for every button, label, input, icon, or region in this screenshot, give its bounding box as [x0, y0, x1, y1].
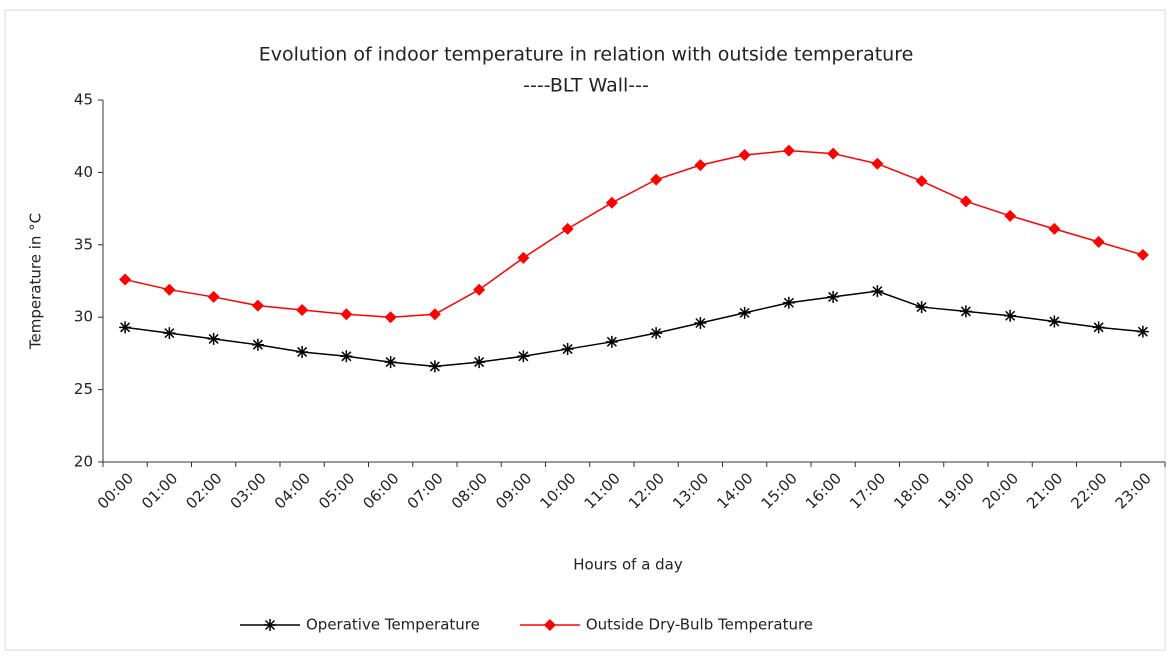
legend-label: Outside Dry-Bulb Temperature: [586, 616, 813, 634]
marker: [1004, 209, 1017, 222]
marker: [163, 283, 176, 296]
marker: [119, 273, 132, 286]
marker: [738, 149, 751, 162]
marker: [650, 173, 663, 186]
marker: [517, 350, 530, 363]
marker: [119, 321, 132, 334]
marker: [694, 316, 707, 329]
series-line: [124, 149, 1144, 318]
marker: [561, 222, 574, 235]
marker: [1048, 222, 1061, 235]
y-tick-label: 45: [74, 91, 93, 109]
marker: [428, 308, 441, 321]
marker: [738, 306, 751, 319]
marker: [340, 350, 353, 363]
marker: [650, 327, 663, 340]
marker: [782, 144, 795, 157]
marker: [871, 285, 884, 298]
marker: [473, 356, 486, 369]
y-tick-label: 35: [74, 235, 93, 253]
marker: [207, 332, 220, 345]
marker: [163, 327, 176, 340]
marker: [517, 251, 530, 264]
marker: [1136, 248, 1149, 261]
marker: [296, 345, 309, 358]
marker: [1136, 325, 1149, 338]
marker: [561, 343, 574, 356]
marker: [207, 290, 220, 303]
y-tick-label: 20: [74, 453, 93, 471]
marker: [605, 335, 618, 348]
marker: [340, 308, 353, 321]
chart-border: [4, 9, 1166, 651]
marker: [251, 299, 264, 312]
marker: [959, 305, 972, 318]
marker: [915, 301, 928, 314]
y-tick-label: 40: [74, 163, 93, 181]
marker: [827, 290, 840, 303]
marker: [384, 311, 397, 324]
marker: [871, 157, 884, 170]
marker: [1048, 315, 1061, 328]
marker: [428, 360, 441, 373]
marker: [782, 296, 795, 309]
marker: [915, 175, 928, 188]
y-tick-label: 25: [74, 380, 93, 398]
y-axis-title: Temperature in °C: [27, 213, 45, 350]
marker: [827, 147, 840, 160]
marker: [264, 619, 276, 631]
x-axis-title: Hours of a day: [573, 556, 683, 574]
marker: [384, 356, 397, 369]
y-tick-label: 30: [74, 308, 93, 326]
marker: [1092, 321, 1105, 334]
marker: [473, 283, 486, 296]
marker: [959, 195, 972, 208]
marker: [296, 303, 309, 316]
marker: [694, 159, 707, 172]
chart-subtitle: ----BLT Wall---: [523, 75, 649, 97]
marker: [543, 619, 556, 631]
marker: [1004, 309, 1017, 322]
series-line: [125, 290, 1143, 368]
marker: [605, 196, 618, 209]
chart-title: Evolution of indoor temperature in relat…: [259, 44, 914, 66]
marker: [1092, 235, 1105, 248]
legend-label: Operative Temperature: [306, 616, 480, 634]
marker: [251, 338, 264, 351]
